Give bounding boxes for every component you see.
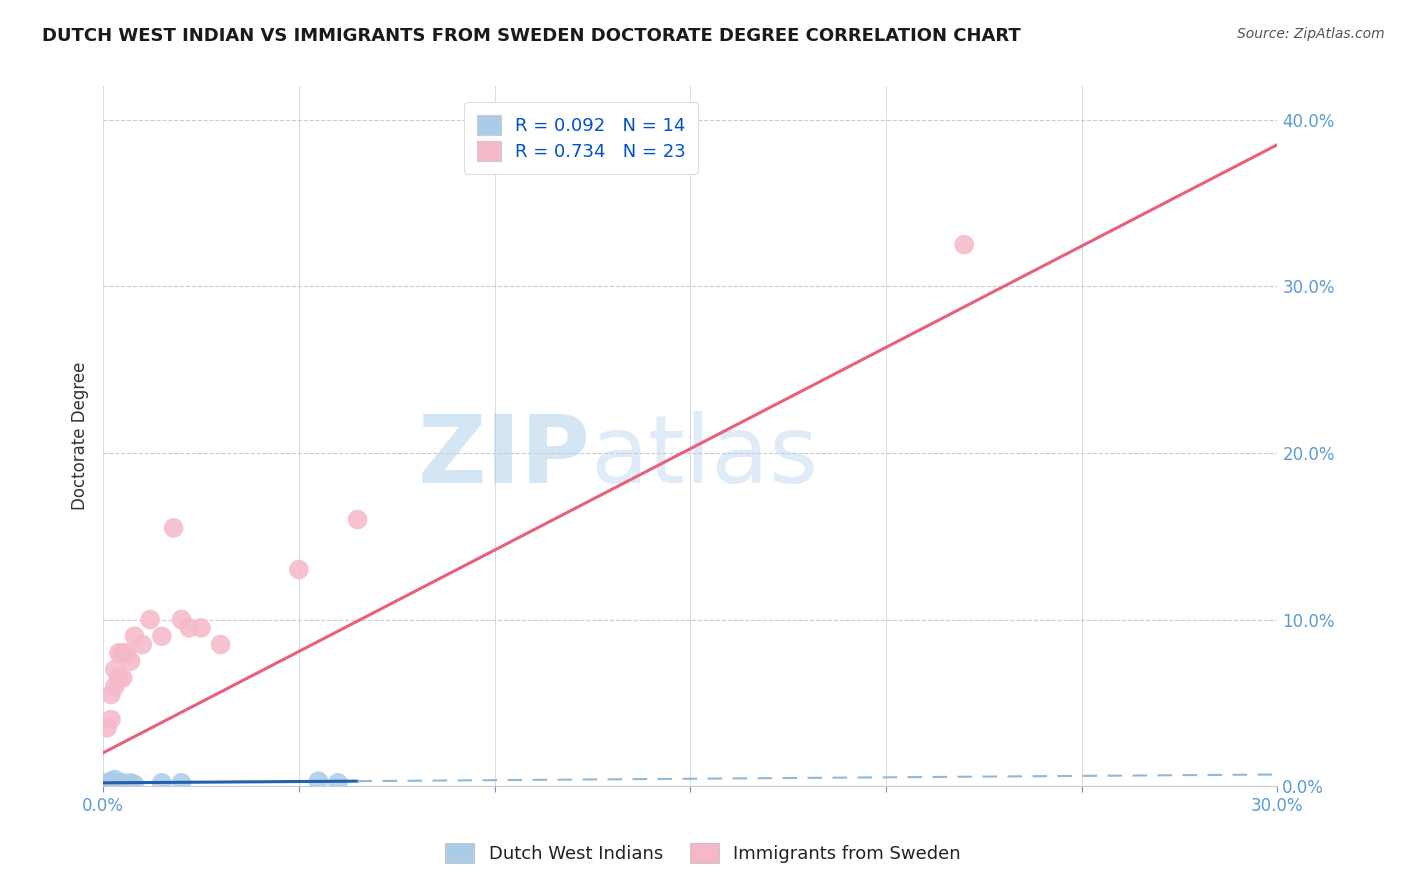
Point [190,621,212,635]
Point [124,777,146,791]
Legend: Dutch West Indians, Immigrants from Sweden: Dutch West Indians, Immigrants from Swed… [436,834,970,872]
Point [104,776,127,790]
Point [107,777,129,791]
Point [104,679,127,693]
Point [107,646,129,660]
Point [150,776,173,790]
Text: Source: ZipAtlas.com: Source: ZipAtlas.com [1237,27,1385,41]
Y-axis label: Doctorate Degree: Doctorate Degree [72,362,89,510]
Text: atlas: atlas [591,411,818,503]
Point [179,621,201,635]
Point [115,646,138,660]
Text: ZIP: ZIP [418,411,591,503]
Point [162,521,184,535]
Point [100,713,122,727]
Point [170,776,193,790]
Point [107,671,129,685]
Point [96,721,118,735]
Point [139,613,162,627]
Point [111,776,134,790]
Point [104,772,127,787]
Point [209,638,232,652]
Point [100,777,122,791]
Point [346,512,368,526]
Point [326,776,349,790]
Point [170,613,193,627]
Point [100,774,122,789]
Text: DUTCH WEST INDIAN VS IMMIGRANTS FROM SWEDEN DOCTORATE DEGREE CORRELATION CHART: DUTCH WEST INDIAN VS IMMIGRANTS FROM SWE… [42,27,1021,45]
Point [111,646,134,660]
Point [96,776,118,790]
Point [124,629,146,643]
Point [100,688,122,702]
Point [104,663,127,677]
Point [953,237,976,252]
Point [111,671,134,685]
Point [150,629,173,643]
Point [131,638,153,652]
Point [288,563,311,577]
Point [120,654,142,668]
Legend: R = 0.092   N = 14, R = 0.734   N = 23: R = 0.092 N = 14, R = 0.734 N = 23 [464,103,699,174]
Point [115,777,138,791]
Point [307,774,329,789]
Point [120,776,142,790]
